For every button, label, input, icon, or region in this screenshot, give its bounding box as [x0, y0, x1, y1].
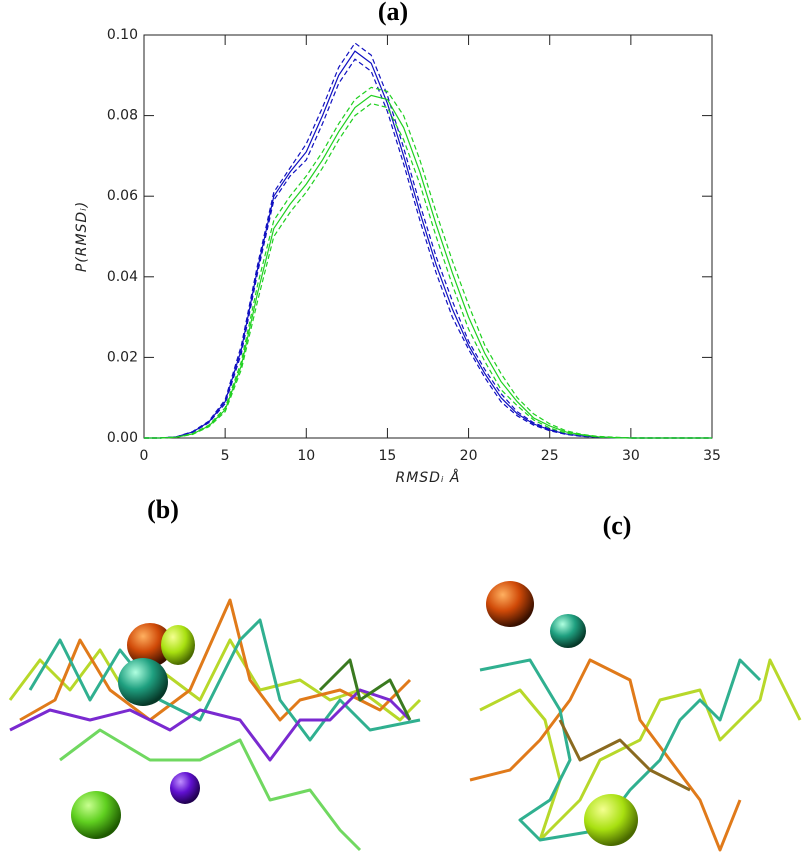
x-tick-label: 30 — [622, 448, 640, 464]
panel-label: (a) — [378, 0, 408, 26]
panel-label: (b) — [147, 495, 179, 524]
line-series — [144, 86, 712, 439]
y-tick-label: 0.10 — [107, 27, 138, 43]
y-tick-label: 0.08 — [107, 108, 138, 124]
x-axis-label: RMSDᵢ Å — [395, 469, 460, 486]
x-tick-label: 15 — [379, 448, 397, 464]
panel-label: (c) — [603, 511, 632, 540]
x-tick-label: 20 — [460, 448, 478, 464]
line-series — [144, 102, 712, 439]
x-tick-label: 35 — [703, 448, 721, 464]
y-tick-label: 0.02 — [107, 349, 138, 365]
plot-frame — [143, 34, 713, 439]
structure-c — [469, 581, 802, 852]
structure-b — [8, 598, 422, 852]
y-tick-label: 0.00 — [107, 430, 138, 446]
x-tick-label: 25 — [541, 448, 559, 464]
y-tick-label: 0.04 — [107, 269, 138, 285]
x-tick-label: 5 — [221, 448, 230, 464]
x-tick-label: 10 — [297, 448, 315, 464]
y-tick-label: 0.06 — [107, 188, 138, 204]
x-tick-label: 0 — [140, 448, 149, 464]
line-series — [144, 58, 712, 439]
line-series — [144, 50, 712, 439]
y-axis-label: P(RMSDᵢ) — [74, 201, 90, 272]
